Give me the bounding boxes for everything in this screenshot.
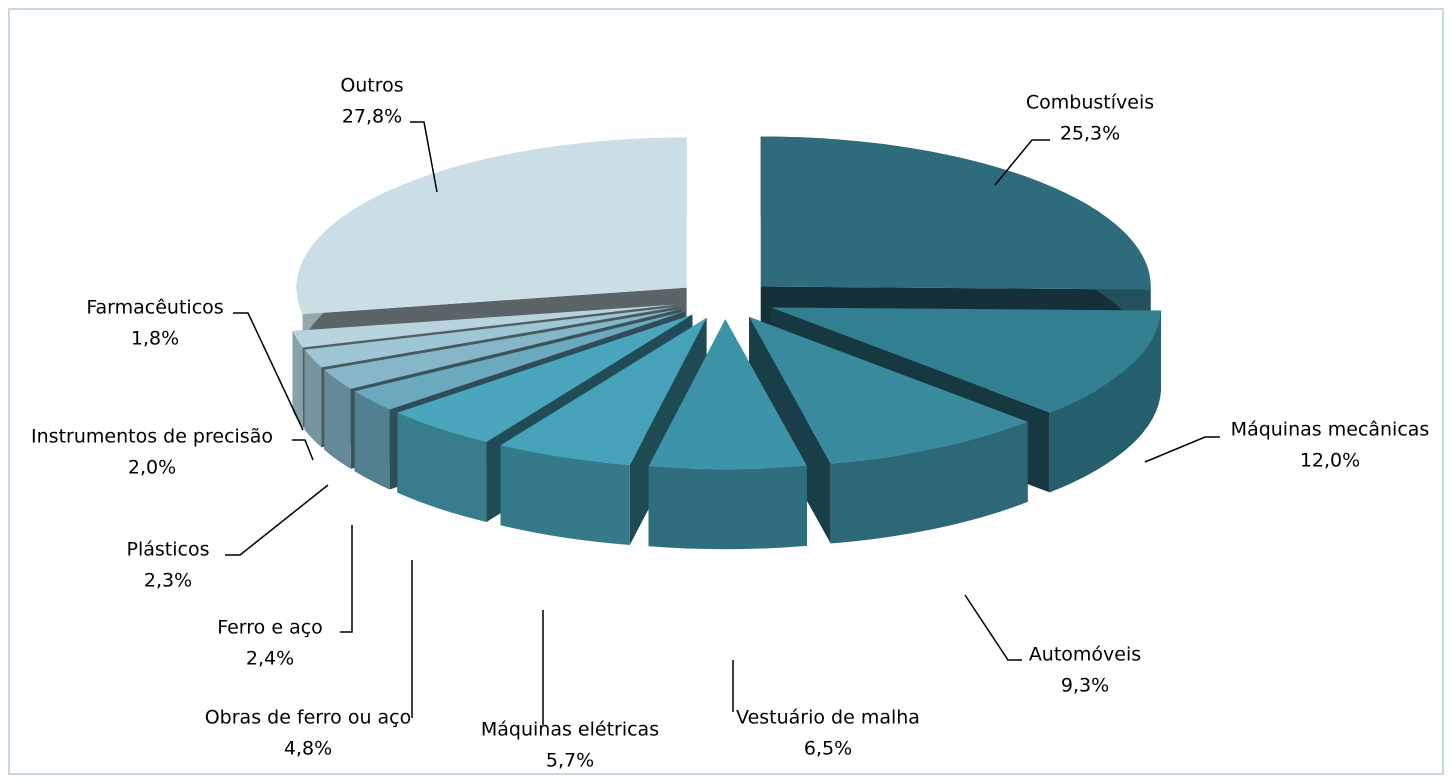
pie-slice	[771, 307, 1162, 413]
outer-wall	[830, 421, 1028, 544]
outer-wall	[1049, 310, 1162, 493]
slice-label: Vestuário de malha	[736, 707, 920, 729]
outer-wall	[397, 412, 487, 522]
outer-wall	[292, 330, 303, 428]
slice-value-label: 9,3%	[1061, 675, 1109, 697]
slice-label: Máquinas mecânicas	[1231, 419, 1430, 441]
slice-value-label: 12,0%	[1300, 450, 1360, 472]
slice-value-label: 6,5%	[804, 738, 852, 760]
slice-value-label: 2,0%	[128, 457, 176, 479]
pie-slice	[760, 136, 1151, 290]
outer-wall	[500, 445, 630, 545]
pie-slice	[292, 304, 677, 348]
slice-value-label: 27,8%	[342, 106, 402, 128]
pie-slice	[500, 317, 707, 465]
pie-slice	[749, 316, 1028, 464]
outer-wall	[304, 349, 322, 448]
slice-value-label: 25,3%	[1060, 123, 1120, 145]
leader-line	[410, 121, 438, 193]
leader-line	[340, 525, 353, 633]
slice-label: Máquinas elétricas	[481, 719, 659, 741]
slice-label: Plásticos	[127, 539, 210, 561]
leader-line	[994, 139, 1050, 186]
slice-value-label: 5,7%	[546, 750, 594, 772]
leader-line	[225, 484, 329, 556]
slice-tops	[292, 136, 1162, 470]
pie-slice	[354, 311, 685, 410]
outer-wall	[648, 465, 807, 550]
leader-line	[964, 594, 1022, 661]
labels: Combustíveis 25,3% Máquinas mecânicas 12,0%…	[31, 75, 1429, 772]
slice-value-label: 2,3%	[144, 570, 192, 592]
leader-line	[292, 439, 314, 461]
slice-value-label: 2,4%	[246, 648, 294, 670]
radial-wall	[749, 316, 831, 544]
slice-label: Farmacêuticos	[86, 297, 223, 319]
slice-value-label: 4,8%	[284, 738, 332, 760]
slice-label: Instrumentos de precisão	[31, 426, 273, 448]
pie-slice	[296, 137, 687, 315]
pie-slice	[324, 309, 681, 389]
pie-slice	[648, 319, 807, 470]
outer-wall	[354, 391, 390, 490]
slice-value-label: 1,8%	[131, 328, 179, 350]
leader-line	[233, 312, 304, 431]
outer-wall	[324, 369, 351, 469]
leader-line	[1144, 436, 1220, 463]
slice-label: Outros	[340, 75, 403, 97]
pie-slice	[304, 306, 679, 368]
slice-label: Ferro e aço	[217, 617, 323, 639]
slice-label: Obras de ferro ou aço	[205, 707, 412, 729]
slice-label: Automóveis	[1029, 644, 1141, 666]
pie-slice	[397, 314, 693, 442]
slice-label: Combustíveis	[1026, 92, 1154, 114]
